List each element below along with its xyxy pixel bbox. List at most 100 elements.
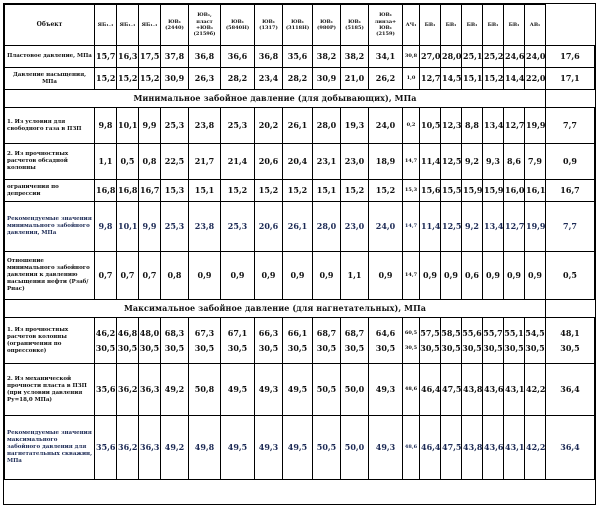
value-cell: 28,0: [440, 45, 462, 68]
value-cell: 0,2: [402, 107, 420, 144]
value-cell: 35,6: [94, 415, 117, 480]
value-cell: 46,4: [419, 415, 441, 480]
value-upper: 54,5: [525, 327, 545, 338]
value-cell: 36,3: [138, 363, 161, 416]
column-header: БВ₁: [419, 4, 441, 46]
value-cell: 23,8: [188, 107, 221, 144]
value-cell: 9,2: [461, 143, 483, 180]
value-cell: 21,7: [188, 143, 221, 180]
row-label: 1. Из прочностных расчетов колонны (огра…: [4, 317, 95, 364]
value-cell: 46,2 30,5: [94, 317, 117, 364]
value-cell: 27,0: [419, 45, 441, 68]
value-cell: 28,2: [220, 67, 255, 90]
header-row: Объект ЯБ₁₋₁ ЯБ₁₋₁ ЯБ₁₋₁ ЮВ₁ (2440) ЮВ₁, плас…: [4, 4, 595, 46]
value-cell: 9,2: [461, 201, 483, 252]
value-upper: 68,7: [316, 327, 337, 338]
value-cell: 25,3: [220, 201, 255, 252]
row-label: Пластовое давление, МПа: [4, 45, 95, 68]
value-upper: 55,7: [483, 327, 503, 338]
object-header: Объект: [4, 4, 95, 46]
value-cell: 16,8: [116, 179, 139, 202]
value-lower: 30,5: [375, 342, 396, 353]
row-label: 1. Из условия для свободного газа в ПЗП: [4, 107, 95, 144]
value-cell: 49,5: [282, 363, 313, 416]
value-cell: 43,1: [503, 415, 525, 480]
value-cell: 1,1: [94, 143, 117, 180]
value-cell: 10,1: [116, 107, 139, 144]
column-header: ЯБ₁₋₁: [116, 4, 139, 46]
value-cell: 14,5: [440, 67, 462, 90]
value-cell: 58,5 30,5: [440, 317, 462, 364]
value-upper: 68,3: [164, 327, 185, 338]
value-cell: 0,9: [282, 251, 313, 300]
value-cell: 24,0: [524, 45, 546, 68]
value-cell: 9,8: [94, 107, 117, 144]
value-cell: 38,2: [340, 45, 369, 68]
column-header: ЮВ₁ (5185): [340, 4, 369, 46]
value-cell: 14,7: [402, 143, 420, 180]
value-cell: 48,6: [402, 363, 420, 416]
value-cell: 15,2: [368, 179, 403, 202]
value-cell: 68,7 30,5: [340, 317, 369, 364]
value-cell: 25,3: [160, 201, 189, 252]
value-cell: 50,5: [312, 363, 341, 416]
value-cell: 36,3: [138, 415, 161, 480]
table-row: Пластовое давление, МПа 15,7 16,3 17,5 37,8 3…: [4, 45, 595, 68]
pressure-table-frame: Объект ЯБ₁₋₁ ЯБ₁₋₁ ЯБ₁₋₁ ЮВ₁ (2440) ЮВ₁, плас…: [3, 3, 596, 505]
value-cell: 28,0: [312, 107, 341, 144]
value-cell: 16,1: [524, 179, 546, 202]
value-cell: 0,9: [220, 251, 255, 300]
value-cell: 46,8 30,5: [116, 317, 139, 364]
value-lower: 30,5: [441, 342, 461, 353]
value-cell: 28,0: [312, 201, 341, 252]
value-cell: 8,6: [503, 143, 525, 180]
table-row: 2. Из прочностных расчетов обсадной коло…: [4, 143, 595, 180]
value-cell: 9,8: [94, 201, 117, 252]
value-cell: 0,9: [419, 251, 441, 300]
value-cell: 0,6: [461, 251, 483, 300]
value-cell: 10,1: [116, 201, 139, 252]
column-header: ЯБ₁₋₁: [138, 4, 161, 46]
value-cell: 0,7: [116, 251, 139, 300]
value-cell: 21,0: [340, 67, 369, 90]
value-cell: 15,2: [116, 67, 139, 90]
value-lower: 30,5: [95, 342, 116, 353]
column-header: АЧ₁: [402, 4, 420, 46]
value-cell: 18,9: [368, 143, 403, 180]
value-cell: 68,7 30,5: [312, 317, 341, 364]
value-lower: 30,5: [194, 342, 215, 353]
value-cell: 49,5: [282, 415, 313, 480]
value-cell: 14,7: [402, 201, 420, 252]
value-cell: 20,6: [254, 143, 283, 180]
value-lower: 30,5: [483, 342, 503, 353]
value-cell: 55,6 30,5: [461, 317, 483, 364]
value-cell: 22,5: [160, 143, 189, 180]
value-cell: 43,8: [461, 415, 483, 480]
value-lower: 30,5: [117, 342, 138, 353]
column-header: ЮВ₁ линза+ ЮВ₁ (2159): [368, 4, 403, 46]
value-cell: 17,5: [138, 45, 161, 68]
value-upper: 66,3: [258, 327, 279, 338]
value-cell: 16,8: [94, 179, 117, 202]
value-cell: 0,9: [188, 251, 221, 300]
value-cell: 49,8: [188, 415, 221, 480]
value-cell: 48,1 30,5: [545, 317, 595, 364]
value-upper: 46,2: [95, 327, 116, 338]
value-cell: 66,3 30,5: [254, 317, 283, 364]
value-cell: 15,2: [482, 67, 504, 90]
value-cell: 36,4: [545, 363, 595, 416]
section-row: Максимальное забойное давление (для нагн…: [4, 299, 595, 318]
value-cell: 0,7: [138, 251, 161, 300]
value-cell: 36,8: [188, 45, 221, 68]
value-cell: 11,4: [419, 143, 441, 180]
value-cell: 49,5: [220, 415, 255, 480]
value-cell: 49,3: [254, 363, 283, 416]
value-cell: 25,3: [160, 107, 189, 144]
value-cell: 54,5 30,5: [524, 317, 546, 364]
value-cell: 9,9: [138, 201, 161, 252]
column-header: БВ₁: [503, 4, 525, 46]
value-upper: 57,5: [420, 327, 440, 338]
value-cell: 0,7: [94, 251, 117, 300]
value-cell: 20,2: [254, 107, 283, 144]
value-cell: 16,7: [138, 179, 161, 202]
